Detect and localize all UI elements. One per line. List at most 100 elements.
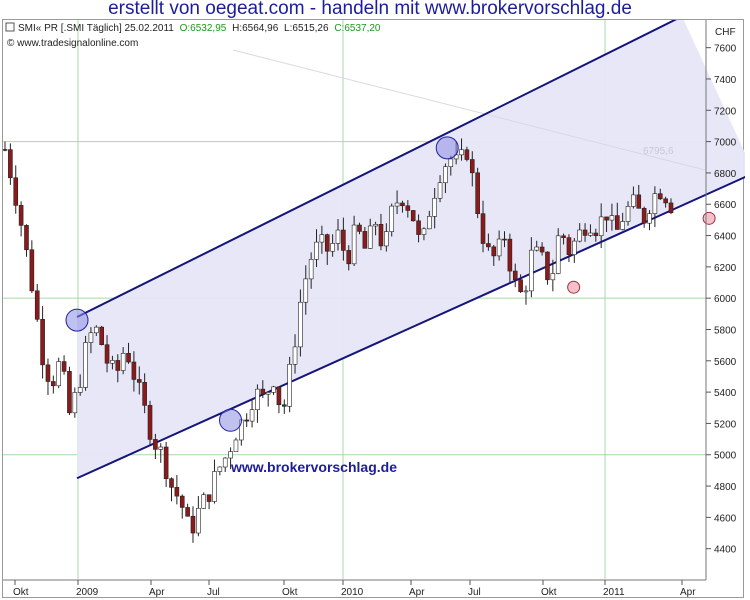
- candle-body: [136, 379, 142, 383]
- y-tick-label: 5400: [714, 388, 737, 399]
- candle-body: [448, 158, 454, 168]
- candle-body: [29, 249, 35, 292]
- x-tick-label: Apr: [149, 587, 165, 598]
- candle-body: [45, 364, 51, 382]
- candle-body: [147, 405, 153, 440]
- trend-channel: [76, 20, 745, 480]
- candle-body: [260, 388, 266, 395]
- candle-body: [24, 225, 29, 251]
- candle-body: [631, 194, 636, 207]
- candle-body: [367, 225, 373, 249]
- candle-body: [362, 231, 368, 249]
- candle-body: [432, 197, 437, 217]
- channel-upper-line: [76, 20, 677, 318]
- channel-fill: [77, 20, 745, 479]
- open-value: O:6532,95: [180, 23, 227, 34]
- y-tick-label: 6600: [714, 200, 737, 211]
- candle-body: [163, 446, 169, 479]
- y-tick-label: 4800: [714, 482, 737, 493]
- candle-body: [668, 202, 674, 214]
- touch-marker-pink: [567, 280, 581, 294]
- candle-body: [378, 224, 384, 247]
- candle-body: [314, 241, 319, 260]
- chart-title: erstellt von oegeat.com - handeln mit ww…: [108, 0, 632, 19]
- watermark-text: www.brokervorschlag.de: [230, 459, 397, 475]
- candle-body: [56, 361, 62, 387]
- candle-body: [201, 494, 207, 509]
- candle-body: [469, 159, 475, 174]
- y-tick-label: 7600: [714, 44, 737, 55]
- x-tick-label: Apr: [409, 587, 425, 598]
- candle-body: [185, 507, 190, 517]
- candle-body: [67, 371, 72, 414]
- candle-body: [104, 344, 110, 364]
- candle-body: [99, 326, 104, 346]
- candle-body: [298, 301, 303, 348]
- candle-body: [120, 352, 126, 371]
- candle-body: [389, 205, 395, 232]
- candle-body: [330, 243, 335, 252]
- y-tick-label: 5600: [714, 357, 737, 368]
- candle-body: [641, 208, 647, 224]
- candle-body: [174, 487, 180, 497]
- candle-body: [582, 229, 588, 236]
- y-tick-label: 4400: [714, 545, 737, 556]
- candle-body: [625, 206, 631, 222]
- axes: 4400 4600 4800 5000 5200 5400 5600 5800 6000 6200…: [3, 20, 737, 598]
- candle-body: [491, 246, 497, 257]
- candle-body: [77, 387, 83, 393]
- candle-body: [228, 451, 233, 459]
- candle-body: [663, 198, 668, 204]
- candle-body: [131, 361, 137, 380]
- candle-body: [115, 360, 121, 371]
- faded-trendline: [232, 49, 706, 171]
- candle-body: [496, 238, 502, 257]
- candle-body: [292, 346, 298, 365]
- candle-body: [110, 360, 115, 364]
- candle-body: [351, 224, 357, 265]
- candles: [3, 138, 674, 543]
- candle-body: [572, 240, 577, 255]
- candle-body: [539, 246, 545, 253]
- candle-body: [373, 224, 378, 227]
- touch-marker-blue: [65, 308, 89, 332]
- x-tick-label: Okt: [282, 587, 298, 598]
- y-tick-label: 7200: [714, 106, 737, 117]
- candle-body: [459, 149, 464, 156]
- candle-body: [604, 216, 609, 221]
- y-tick-label: 7400: [714, 75, 737, 86]
- candle-body: [271, 386, 276, 393]
- candle-body: [169, 478, 174, 488]
- x-tick-label: 2009: [76, 587, 99, 598]
- candle-body: [308, 259, 314, 280]
- candle-body: [319, 234, 325, 243]
- close-value: C:6537,20: [334, 23, 381, 34]
- candle-body: [475, 172, 480, 214]
- candle-body: [346, 250, 352, 265]
- candle-body: [588, 232, 593, 236]
- candle-body: [394, 202, 400, 207]
- candle-body: [405, 205, 411, 211]
- high-value: H:6564,96: [232, 23, 279, 34]
- candle-body: [593, 232, 599, 237]
- candle-body: [196, 508, 201, 534]
- candle-body: [94, 326, 99, 334]
- candle-body: [384, 231, 389, 247]
- candle-body: [400, 202, 405, 207]
- candle-body: [561, 235, 566, 238]
- touch-marker-blue: [435, 136, 459, 160]
- y-tick-label: 5800: [714, 325, 737, 336]
- candle-body: [233, 439, 239, 452]
- candle-body: [657, 193, 663, 200]
- candle-body: [614, 215, 620, 230]
- candle-body: [222, 457, 228, 468]
- candle-body: [443, 166, 448, 184]
- candle-body: [249, 409, 255, 422]
- candle-body: [555, 235, 561, 274]
- candle-body: [427, 216, 432, 230]
- candle-body: [18, 205, 24, 226]
- candle-body: [3, 149, 8, 151]
- x-tick-label: 2011: [603, 587, 625, 598]
- y-tick-label: 6800: [714, 169, 737, 180]
- x-tick-label: Apr: [680, 587, 696, 598]
